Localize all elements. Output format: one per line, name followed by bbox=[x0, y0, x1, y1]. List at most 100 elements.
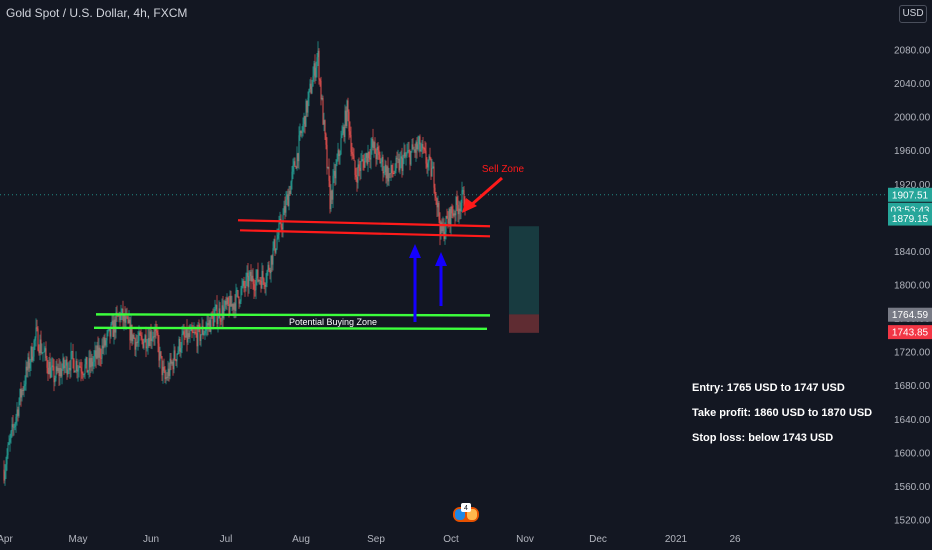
candle-body bbox=[152, 336, 154, 339]
candle-body bbox=[121, 308, 123, 314]
candle-body bbox=[307, 97, 309, 113]
stop-zone-box[interactable] bbox=[509, 314, 539, 333]
candle-body bbox=[142, 339, 144, 348]
candle-body bbox=[417, 144, 419, 150]
candle-body bbox=[228, 304, 230, 315]
candle-body bbox=[446, 216, 448, 219]
sell-zone-lower-line[interactable] bbox=[239, 229, 491, 238]
candle-body bbox=[65, 359, 67, 366]
candle-body bbox=[278, 222, 280, 235]
candle-body bbox=[364, 157, 366, 168]
candle-body bbox=[173, 350, 175, 370]
candle-body bbox=[304, 116, 306, 127]
candle-body bbox=[430, 158, 432, 177]
candle-body bbox=[193, 332, 195, 334]
candle-body bbox=[408, 150, 410, 152]
candle-body bbox=[131, 324, 133, 342]
candle-body bbox=[325, 133, 327, 145]
candle-body bbox=[165, 377, 167, 380]
candle-body bbox=[185, 327, 187, 338]
candle-body bbox=[143, 342, 145, 348]
candle-body bbox=[59, 368, 61, 376]
candle-body bbox=[189, 330, 191, 338]
entry-text: Entry: 1765 USD to 1747 USD bbox=[692, 382, 845, 394]
buy-zone-lower-line[interactable] bbox=[93, 326, 488, 331]
candle-body bbox=[99, 347, 101, 358]
candle-body bbox=[150, 331, 152, 341]
badge-count: 4 bbox=[464, 505, 468, 512]
chart-title: Gold Spot / U.S. Dollar, 4h, FXCM bbox=[6, 6, 188, 20]
secondary-price-tag-bg bbox=[888, 211, 932, 226]
candle-body bbox=[381, 156, 383, 162]
candle-body bbox=[242, 280, 244, 286]
candle-body bbox=[462, 190, 464, 192]
candle-body bbox=[326, 144, 328, 168]
candle-body bbox=[154, 328, 156, 338]
candle-body bbox=[232, 303, 234, 310]
currency-selector[interactable]: USD bbox=[899, 5, 927, 23]
target-zone-box[interactable] bbox=[509, 226, 539, 315]
candle-body bbox=[180, 348, 182, 353]
candle-body bbox=[149, 331, 151, 346]
candle-body bbox=[57, 367, 59, 372]
y-tick-label: 1680.00 bbox=[894, 381, 931, 392]
candle-body bbox=[387, 166, 389, 182]
candle-body bbox=[331, 190, 333, 200]
candle-body bbox=[392, 172, 394, 174]
candle-body bbox=[178, 339, 180, 351]
candle-body bbox=[126, 316, 128, 318]
candle-body bbox=[280, 218, 282, 228]
candle-body bbox=[203, 333, 205, 335]
candle-body bbox=[192, 331, 194, 333]
x-tick-label: Jul bbox=[220, 534, 233, 545]
sell-zone-upper-line[interactable] bbox=[237, 219, 491, 228]
candle-body bbox=[332, 175, 334, 200]
candle-body bbox=[299, 130, 301, 136]
candle-body bbox=[111, 320, 113, 324]
candle-body bbox=[348, 111, 350, 132]
candle-body bbox=[369, 158, 371, 160]
candle-body bbox=[346, 100, 348, 126]
candle-body bbox=[31, 346, 33, 361]
candle-body bbox=[239, 301, 241, 304]
candle-body bbox=[63, 358, 65, 369]
candle-body bbox=[13, 427, 15, 429]
candle-body bbox=[223, 307, 225, 319]
candle-body bbox=[184, 336, 186, 338]
candle-body bbox=[317, 50, 319, 58]
candle-body bbox=[158, 343, 160, 361]
y-tick-label: 1720.00 bbox=[894, 348, 931, 359]
candle-body bbox=[405, 155, 407, 157]
candle-body bbox=[400, 156, 402, 159]
candle-body bbox=[255, 277, 257, 290]
candle-body bbox=[28, 357, 30, 369]
candle-body bbox=[454, 213, 456, 216]
last-price-tag: 1907.51 bbox=[892, 190, 929, 201]
candle-body bbox=[100, 357, 102, 359]
candle-body bbox=[47, 367, 49, 374]
candle-body bbox=[133, 335, 135, 339]
candle-body bbox=[349, 131, 351, 135]
candle-body bbox=[347, 100, 349, 112]
candle-body bbox=[440, 222, 442, 236]
candle-body bbox=[55, 366, 57, 378]
y-tick-label: 2000.00 bbox=[894, 113, 931, 124]
candle-body bbox=[164, 370, 166, 380]
candle-body bbox=[422, 143, 424, 149]
buy-zone-upper-line[interactable] bbox=[95, 313, 491, 317]
candle-body bbox=[288, 190, 290, 207]
tradingview-badge-icon[interactable]: 4 bbox=[452, 503, 480, 523]
candle-body bbox=[374, 142, 376, 154]
candle-body bbox=[155, 328, 157, 331]
candle-body bbox=[439, 219, 441, 236]
candle-body bbox=[34, 337, 36, 341]
candle-body bbox=[311, 86, 313, 94]
y-tick-label: 1640.00 bbox=[894, 415, 931, 426]
candle-body bbox=[248, 276, 250, 288]
candle-body bbox=[294, 161, 296, 167]
candle-body bbox=[389, 173, 391, 175]
candle-body bbox=[80, 367, 82, 372]
candle-body bbox=[354, 160, 356, 175]
candle-body bbox=[17, 409, 19, 416]
